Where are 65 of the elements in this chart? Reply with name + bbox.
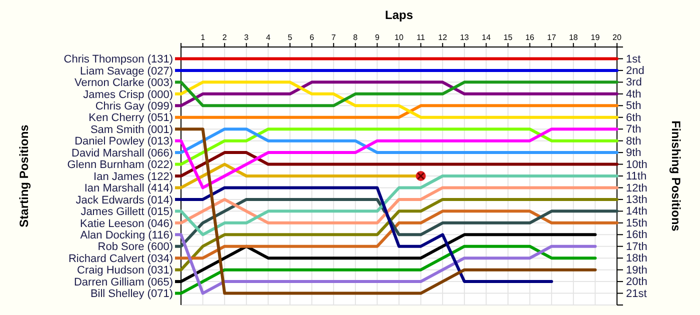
legend-label: Liam Savage (027) [80, 65, 173, 78]
y-tick-label: 19th [626, 264, 648, 276]
legend-label: Alan Docking (116) [80, 229, 173, 242]
y-tick-label: 20th [626, 276, 648, 288]
x-tick-label: 16 [525, 33, 535, 42]
y-tick-label: 14th [626, 206, 648, 218]
legend-label: Katie Leeson (046) [80, 218, 173, 230]
x-tick-label: 14 [482, 33, 492, 42]
x-tick-label: 1 [200, 33, 206, 42]
x-tick-label: 11 [416, 33, 426, 42]
y-tick-label: 1st [626, 53, 641, 66]
x-tick-label: 17 [547, 33, 557, 42]
legend-label: Sam Smith (001) [90, 124, 173, 136]
legend-label: Rob Sore (600) [98, 241, 173, 254]
y-tick-label: 13th [626, 194, 648, 206]
legend-label: Craig Hudson (031) [77, 264, 173, 277]
y-tick-label: 8th [626, 135, 642, 148]
legend-label: Bill Shelley (071) [90, 288, 173, 300]
y-tick-label: 6th [626, 112, 642, 124]
y-tick-label: 21st [626, 288, 647, 300]
x-tick-label: 6 [310, 33, 315, 42]
legend-label: Vernon Clarke (003) [74, 77, 173, 90]
x-tick-label: 13 [460, 33, 470, 42]
x-tick-label: 4 [266, 33, 271, 42]
legend-label: Ian James (122) [94, 170, 173, 183]
y-tick-label: 3rd [626, 76, 642, 89]
y-tick-label: 5th [626, 100, 642, 112]
y-axis-title: Finishing Positions [669, 120, 683, 232]
legend-label: Ken Cherry (051) [88, 112, 173, 124]
legend-label: Glenn Burnham (022) [67, 159, 173, 172]
y-tick-label: 18th [626, 252, 648, 265]
x-tick-label: 12 [438, 33, 448, 42]
y-tick-label: 16th [626, 229, 648, 242]
x-tick-label: 9 [374, 33, 380, 42]
legend-label: Daniel Powley (013) [74, 136, 173, 148]
x-tick-label: 2 [222, 33, 228, 42]
y-tick-label: 11th [626, 170, 647, 183]
legend-label: James Gillett (015) [80, 206, 173, 218]
x-axis-title: Laps [384, 8, 414, 22]
x-tick-label: 8 [353, 33, 358, 42]
legend-label: Richard Calvert (034) [68, 252, 173, 265]
x-tick-label: 19 [590, 33, 600, 42]
legend-label: Jack Edwards (014) [76, 194, 173, 206]
legend-label: Chris Thompson (131) [64, 54, 173, 66]
x-tick-label: 15 [504, 33, 513, 42]
x-tick-label: 10 [394, 33, 404, 42]
y-tick-label: 10th [626, 158, 648, 171]
x-tick-label: 3 [244, 33, 250, 42]
legend-label: David Marshall (066) [72, 147, 173, 160]
x-tick-label: 7 [331, 33, 336, 42]
legend-label: Ian Marshall (414) [84, 182, 173, 195]
y-tick-label: 2nd [626, 64, 644, 77]
text: Starting Positions [17, 124, 31, 228]
x-tick-label: 20 [612, 33, 622, 42]
y-tick-label: 4th [626, 88, 642, 100]
y-tick-label: 15th [626, 217, 648, 230]
x-tick-label: 5 [288, 33, 293, 42]
y-tick-label: 7th [626, 124, 642, 136]
legend-label: James Crisp (000) [83, 88, 173, 101]
legend-label: Darren Gilliam (065) [74, 276, 173, 288]
y-tick-label: 17th [626, 240, 648, 253]
y-tick-label: 9th [626, 147, 642, 160]
y-tick-label: 12th [626, 182, 648, 194]
legend-label: Chris Gay (099) [95, 100, 173, 112]
x-tick-label: 18 [568, 33, 578, 42]
